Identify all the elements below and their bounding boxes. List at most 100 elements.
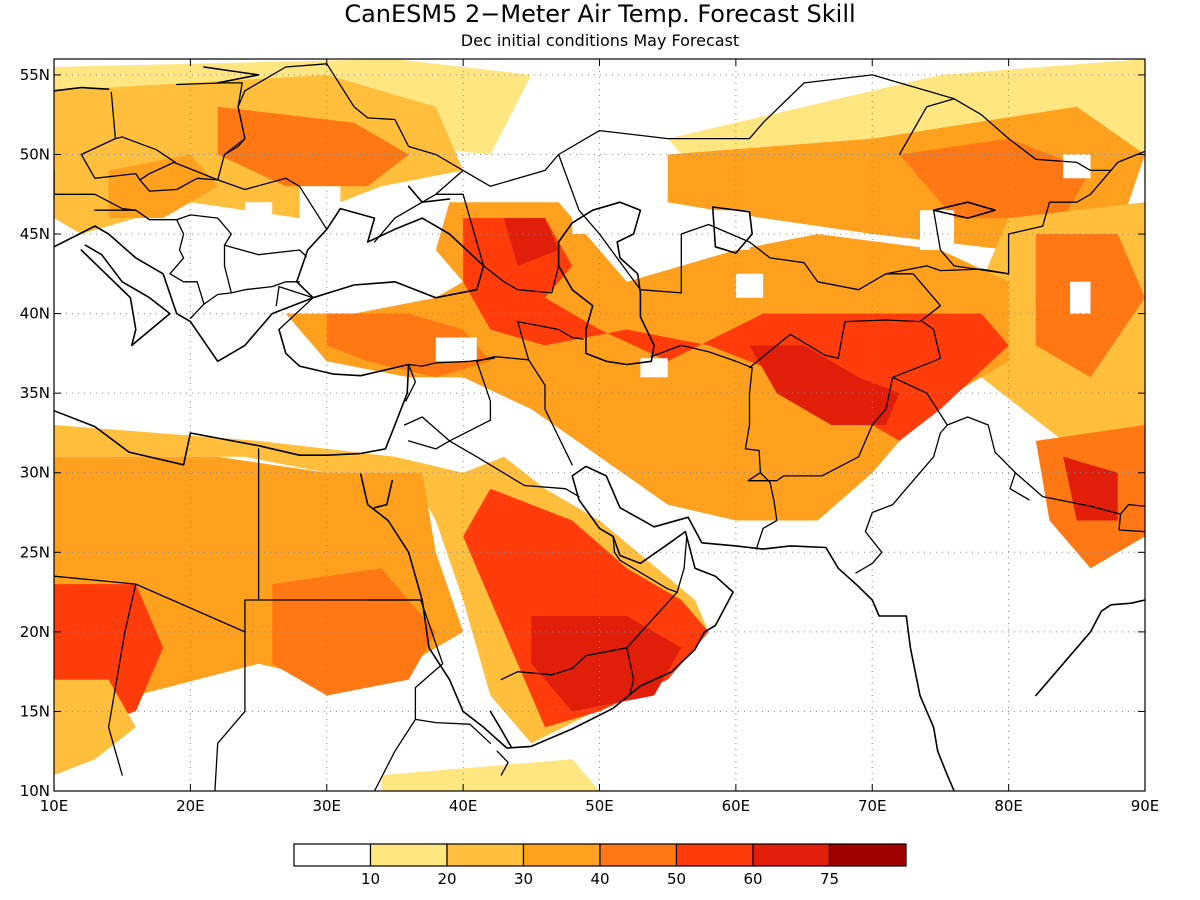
missing-data-patch <box>244 202 273 250</box>
coastline <box>1035 599 1145 697</box>
lat-tick-label: 20N <box>20 623 50 641</box>
missing-data-patch <box>1063 154 1091 179</box>
longitude-axis: 10E 20E 30E 40E 50E 60E 70E 80E 90E <box>40 59 1160 815</box>
legend-label: 10 <box>361 870 380 888</box>
lon-tick-label: 80E <box>994 797 1023 815</box>
country-border <box>448 355 573 466</box>
country-border <box>407 357 496 367</box>
country-border <box>435 153 560 294</box>
country-border <box>367 599 444 791</box>
country-border <box>80 136 219 181</box>
coastline <box>54 207 485 363</box>
legend-swatch <box>599 843 678 867</box>
lon-tick-label: 50E <box>585 797 614 815</box>
legend-label: 40 <box>590 870 609 888</box>
skill-region <box>504 218 559 266</box>
legend-swatch <box>369 843 448 867</box>
lat-tick-label: 25N <box>20 543 50 561</box>
lon-tick-label: 90E <box>1131 797 1160 815</box>
lat-tick-label: 30N <box>20 464 50 482</box>
country-border <box>214 631 246 791</box>
missing-data-patch <box>435 337 477 362</box>
country-border <box>932 209 1010 275</box>
figure-subtitle: Dec initial conditions May Forecast <box>461 31 739 50</box>
country-border <box>414 718 492 744</box>
country-border <box>110 91 117 140</box>
coastline <box>203 66 260 84</box>
country-border <box>500 647 635 697</box>
lat-tick-label: 10N <box>20 782 50 800</box>
legend-label: 60 <box>743 870 762 888</box>
country-border <box>217 63 464 230</box>
lon-tick-label: 30E <box>312 797 341 815</box>
missing-data-patch <box>640 358 668 378</box>
country-border <box>1009 472 1030 501</box>
country-border <box>922 320 942 359</box>
country-border <box>946 416 1145 533</box>
lat-tick-label: 50N <box>20 145 50 163</box>
country-border <box>650 344 942 482</box>
country-border <box>517 320 584 340</box>
country-border <box>496 750 509 776</box>
country-border <box>517 320 530 361</box>
lat-tick-label: 55N <box>20 66 50 84</box>
country-border <box>275 285 314 331</box>
legend-swatch <box>446 843 525 867</box>
coastline <box>54 86 110 92</box>
missing-data-patch <box>572 194 627 234</box>
coastline <box>54 328 410 466</box>
skill-region <box>217 106 409 187</box>
country-border <box>1119 503 1145 515</box>
lon-tick-label: 10E <box>40 797 69 815</box>
skill-region <box>381 759 600 791</box>
legend-swatch <box>752 843 831 867</box>
skill-region <box>749 345 900 425</box>
latitude-axis: 10N 15N 20N 25N 30N 35N 40N 45N 50N 55N <box>20 66 1145 800</box>
country-border <box>223 244 301 294</box>
legend-swatch <box>293 843 372 867</box>
country-border <box>1110 150 1145 172</box>
country-border <box>169 219 205 320</box>
map-area <box>54 59 1145 791</box>
legend-swatch <box>828 843 907 867</box>
skill-region <box>899 138 1091 219</box>
country-border <box>405 363 417 402</box>
color-legend: 10 20 30 40 50 60 75 <box>293 843 907 888</box>
coastline <box>80 244 171 347</box>
country-border <box>898 98 955 156</box>
country-border <box>612 535 621 561</box>
country-border <box>94 209 307 257</box>
coastline <box>359 465 955 791</box>
missing-data-patch <box>735 273 764 298</box>
lon-tick-label: 20E <box>176 797 205 815</box>
legend-swatch <box>522 843 601 867</box>
country-border <box>403 416 451 442</box>
lat-tick-label: 40N <box>20 305 50 323</box>
country-border <box>407 440 580 498</box>
country-border <box>54 193 137 211</box>
missing-data-patch <box>1070 281 1091 314</box>
country-border <box>619 535 688 593</box>
lon-tick-label: 70E <box>858 797 887 815</box>
coastline <box>711 206 754 254</box>
lon-tick-label: 60E <box>722 797 751 815</box>
country-border <box>855 376 948 574</box>
coastlines <box>54 66 1145 791</box>
country-border <box>139 177 219 192</box>
legend-label: 50 <box>667 870 686 888</box>
lat-tick-label: 45N <box>20 225 50 243</box>
missing-data-patch <box>299 186 341 219</box>
figure-title: CanESM5 2−Meter Air Temp. Forecast Skill <box>344 0 855 28</box>
coastline <box>557 201 655 366</box>
legend-label: 20 <box>437 870 456 888</box>
skill-region <box>326 313 491 378</box>
legend-label: 75 <box>820 870 839 888</box>
country-border <box>107 583 137 776</box>
coastline <box>489 710 512 748</box>
country-borders <box>54 63 1145 791</box>
coastline <box>373 479 394 509</box>
skill-region <box>531 616 682 712</box>
skill-region <box>54 679 136 776</box>
country-border <box>373 193 437 243</box>
country-border <box>755 472 778 550</box>
